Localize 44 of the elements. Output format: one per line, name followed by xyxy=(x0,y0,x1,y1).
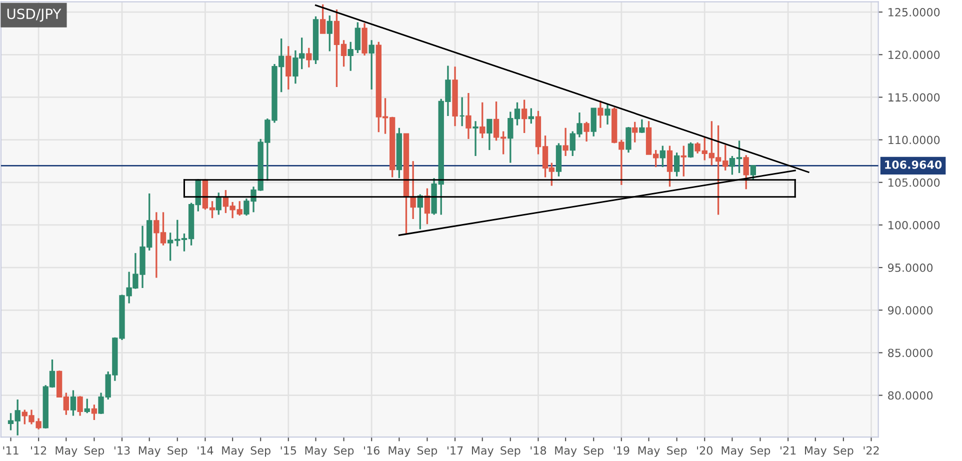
y-tick-label: 100.0000 xyxy=(888,220,940,230)
x-tick-label: '21 xyxy=(780,446,796,454)
x-tick-label: May xyxy=(56,446,78,457)
x-tick-label: Sep xyxy=(417,446,438,457)
x-tick-label: '11 xyxy=(3,446,18,454)
x-tick-label: May xyxy=(388,446,410,457)
x-tick-label: '19 xyxy=(614,446,630,455)
x-tick-label: May xyxy=(805,446,827,457)
y-tick-label: 125.0000 xyxy=(888,8,940,16)
x-tick-label: Sep xyxy=(84,446,104,457)
x-tick-label: '20 xyxy=(697,446,712,455)
x-tick-label: Sep xyxy=(250,446,270,457)
x-tick-label: Sep xyxy=(667,446,687,457)
x-tick-label: May xyxy=(305,446,327,457)
x-tick-label: '15 xyxy=(280,446,296,455)
y-tick-label: 95.0000 xyxy=(888,264,933,272)
y-tick-label: 90.0000 xyxy=(888,306,933,315)
x-tick-label: '12 xyxy=(31,446,46,454)
y-tick-label: 120.0000 xyxy=(888,50,940,60)
x-tick-label: Sep xyxy=(584,446,604,457)
ref-line-label: 106.9640 xyxy=(885,160,942,169)
x-tick-label: May xyxy=(722,446,744,457)
x-tick-label: Sep xyxy=(168,446,188,457)
x-tick-label: '14 xyxy=(198,446,214,454)
x-tick-label: May xyxy=(638,446,660,457)
y-tick-label: 115.0000 xyxy=(888,93,940,102)
y-tick-label: 80.0000 xyxy=(888,391,933,400)
x-tick-label: '17 xyxy=(447,446,463,454)
x-tick-label: '22 xyxy=(864,446,879,454)
y-tick-label: 85.0000 xyxy=(888,348,933,358)
x-tick-label: '18 xyxy=(530,446,546,455)
y-tick-label: 110.0000 xyxy=(888,136,940,144)
x-tick-label: May xyxy=(555,446,577,457)
x-tick-label: Sep xyxy=(500,446,520,457)
x-tick-label: Sep xyxy=(834,446,854,457)
x-tick-label: '13 xyxy=(114,446,130,455)
x-tick-label: May xyxy=(138,446,161,457)
x-tick-label: Sep xyxy=(334,446,354,457)
x-tick-label: May xyxy=(472,446,494,457)
x-tick-label: Sep xyxy=(750,446,770,457)
y-tick-label: 105.0000 xyxy=(888,178,940,187)
x-tick-label: '16 xyxy=(364,446,380,455)
chart-title: USD/JPY xyxy=(7,8,62,22)
x-tick-label: May xyxy=(222,446,244,457)
